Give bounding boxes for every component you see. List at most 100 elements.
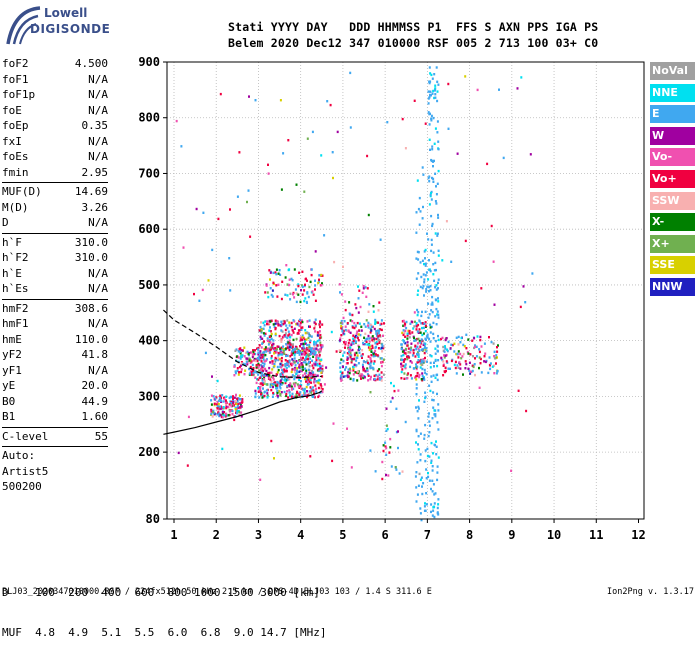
echo-point xyxy=(303,338,306,341)
echo-point xyxy=(411,354,414,357)
echo-point xyxy=(288,348,291,352)
echo-point xyxy=(257,378,260,381)
echo-point xyxy=(283,320,286,323)
echo-point xyxy=(413,336,415,340)
echo-point xyxy=(430,238,433,242)
echo-point xyxy=(252,372,255,375)
echo-point xyxy=(422,273,425,276)
echo-point xyxy=(430,461,433,464)
echo-point xyxy=(187,415,190,419)
echo-point xyxy=(417,435,420,438)
echo-point xyxy=(462,373,464,376)
echo-point xyxy=(346,358,349,361)
echo-point xyxy=(416,179,419,182)
echo-point xyxy=(312,395,315,398)
echo-point xyxy=(281,364,284,367)
echo-point xyxy=(288,342,291,345)
echo-point xyxy=(437,169,440,173)
echo-point xyxy=(251,353,254,356)
echo-point xyxy=(432,509,435,512)
echo-point xyxy=(260,393,262,396)
echo-point xyxy=(488,336,490,339)
echo-point xyxy=(265,284,268,287)
echo-point xyxy=(301,347,304,350)
echo-point xyxy=(456,352,459,356)
echo-point xyxy=(497,344,499,347)
echo-point xyxy=(263,324,266,327)
echo-point xyxy=(464,367,467,370)
echo-point xyxy=(314,318,317,321)
echo-point xyxy=(293,384,296,388)
echo-point xyxy=(318,353,321,357)
echo-point xyxy=(288,345,291,348)
echo-point xyxy=(363,367,366,371)
echo-point xyxy=(434,261,437,265)
echo-point xyxy=(217,399,220,402)
echo-point xyxy=(472,355,474,358)
echo-point xyxy=(377,321,380,324)
echo-point xyxy=(260,382,263,385)
echo-point xyxy=(407,329,410,333)
echo-point xyxy=(233,418,236,422)
echo-point xyxy=(410,342,413,345)
echo-point xyxy=(279,379,282,382)
echo-point xyxy=(468,361,471,364)
echo-point xyxy=(417,323,420,327)
echo-point xyxy=(307,332,310,335)
echo-point xyxy=(414,475,417,478)
echo-point xyxy=(303,387,306,391)
echo-point xyxy=(306,137,309,140)
echo-point xyxy=(415,378,418,381)
echo-point xyxy=(429,284,432,288)
echo-point xyxy=(314,284,317,287)
echo-point xyxy=(237,403,240,406)
echo-point xyxy=(316,374,319,377)
echo-point xyxy=(428,431,431,434)
echo-point xyxy=(469,372,472,375)
echo-point xyxy=(430,119,433,122)
echo-point xyxy=(474,373,476,377)
echo-point xyxy=(409,351,412,354)
echo-point xyxy=(266,383,269,386)
echo-point xyxy=(234,371,237,375)
echo-point xyxy=(436,478,439,482)
echo-point xyxy=(431,514,434,517)
echo-point xyxy=(402,329,405,332)
echo-point xyxy=(433,89,436,92)
echo-point xyxy=(417,258,420,261)
echo-traces xyxy=(175,66,534,522)
echo-point xyxy=(424,459,427,463)
echo-point xyxy=(284,359,287,362)
echo-point xyxy=(211,375,213,378)
echo-point xyxy=(434,93,437,96)
echo-point xyxy=(416,461,419,464)
param-label: foE xyxy=(2,103,22,117)
echo-point xyxy=(264,348,267,351)
echo-point xyxy=(307,374,310,377)
echo-point xyxy=(305,363,308,366)
echo-point xyxy=(340,325,343,328)
echo-point xyxy=(353,356,356,359)
echo-point xyxy=(305,338,308,341)
echo-point xyxy=(287,396,290,399)
echo-point xyxy=(235,412,238,415)
echo-point xyxy=(257,348,260,351)
echo-point xyxy=(432,506,435,509)
echo-point xyxy=(433,409,436,412)
echo-point xyxy=(360,354,363,358)
echo-point xyxy=(416,330,419,333)
echo-point xyxy=(261,365,264,368)
echo-point xyxy=(420,275,423,279)
echo-point xyxy=(429,148,431,151)
echo-point xyxy=(367,326,370,329)
echo-point xyxy=(279,324,282,327)
echo-point xyxy=(319,320,321,323)
echo-point xyxy=(347,344,350,347)
echo-point xyxy=(383,322,385,325)
echo-point xyxy=(349,369,352,372)
echo-point xyxy=(367,324,369,327)
echo-point xyxy=(272,391,275,395)
param-label: h`F xyxy=(2,235,22,249)
echo-point xyxy=(269,385,272,388)
echo-point xyxy=(241,401,243,404)
